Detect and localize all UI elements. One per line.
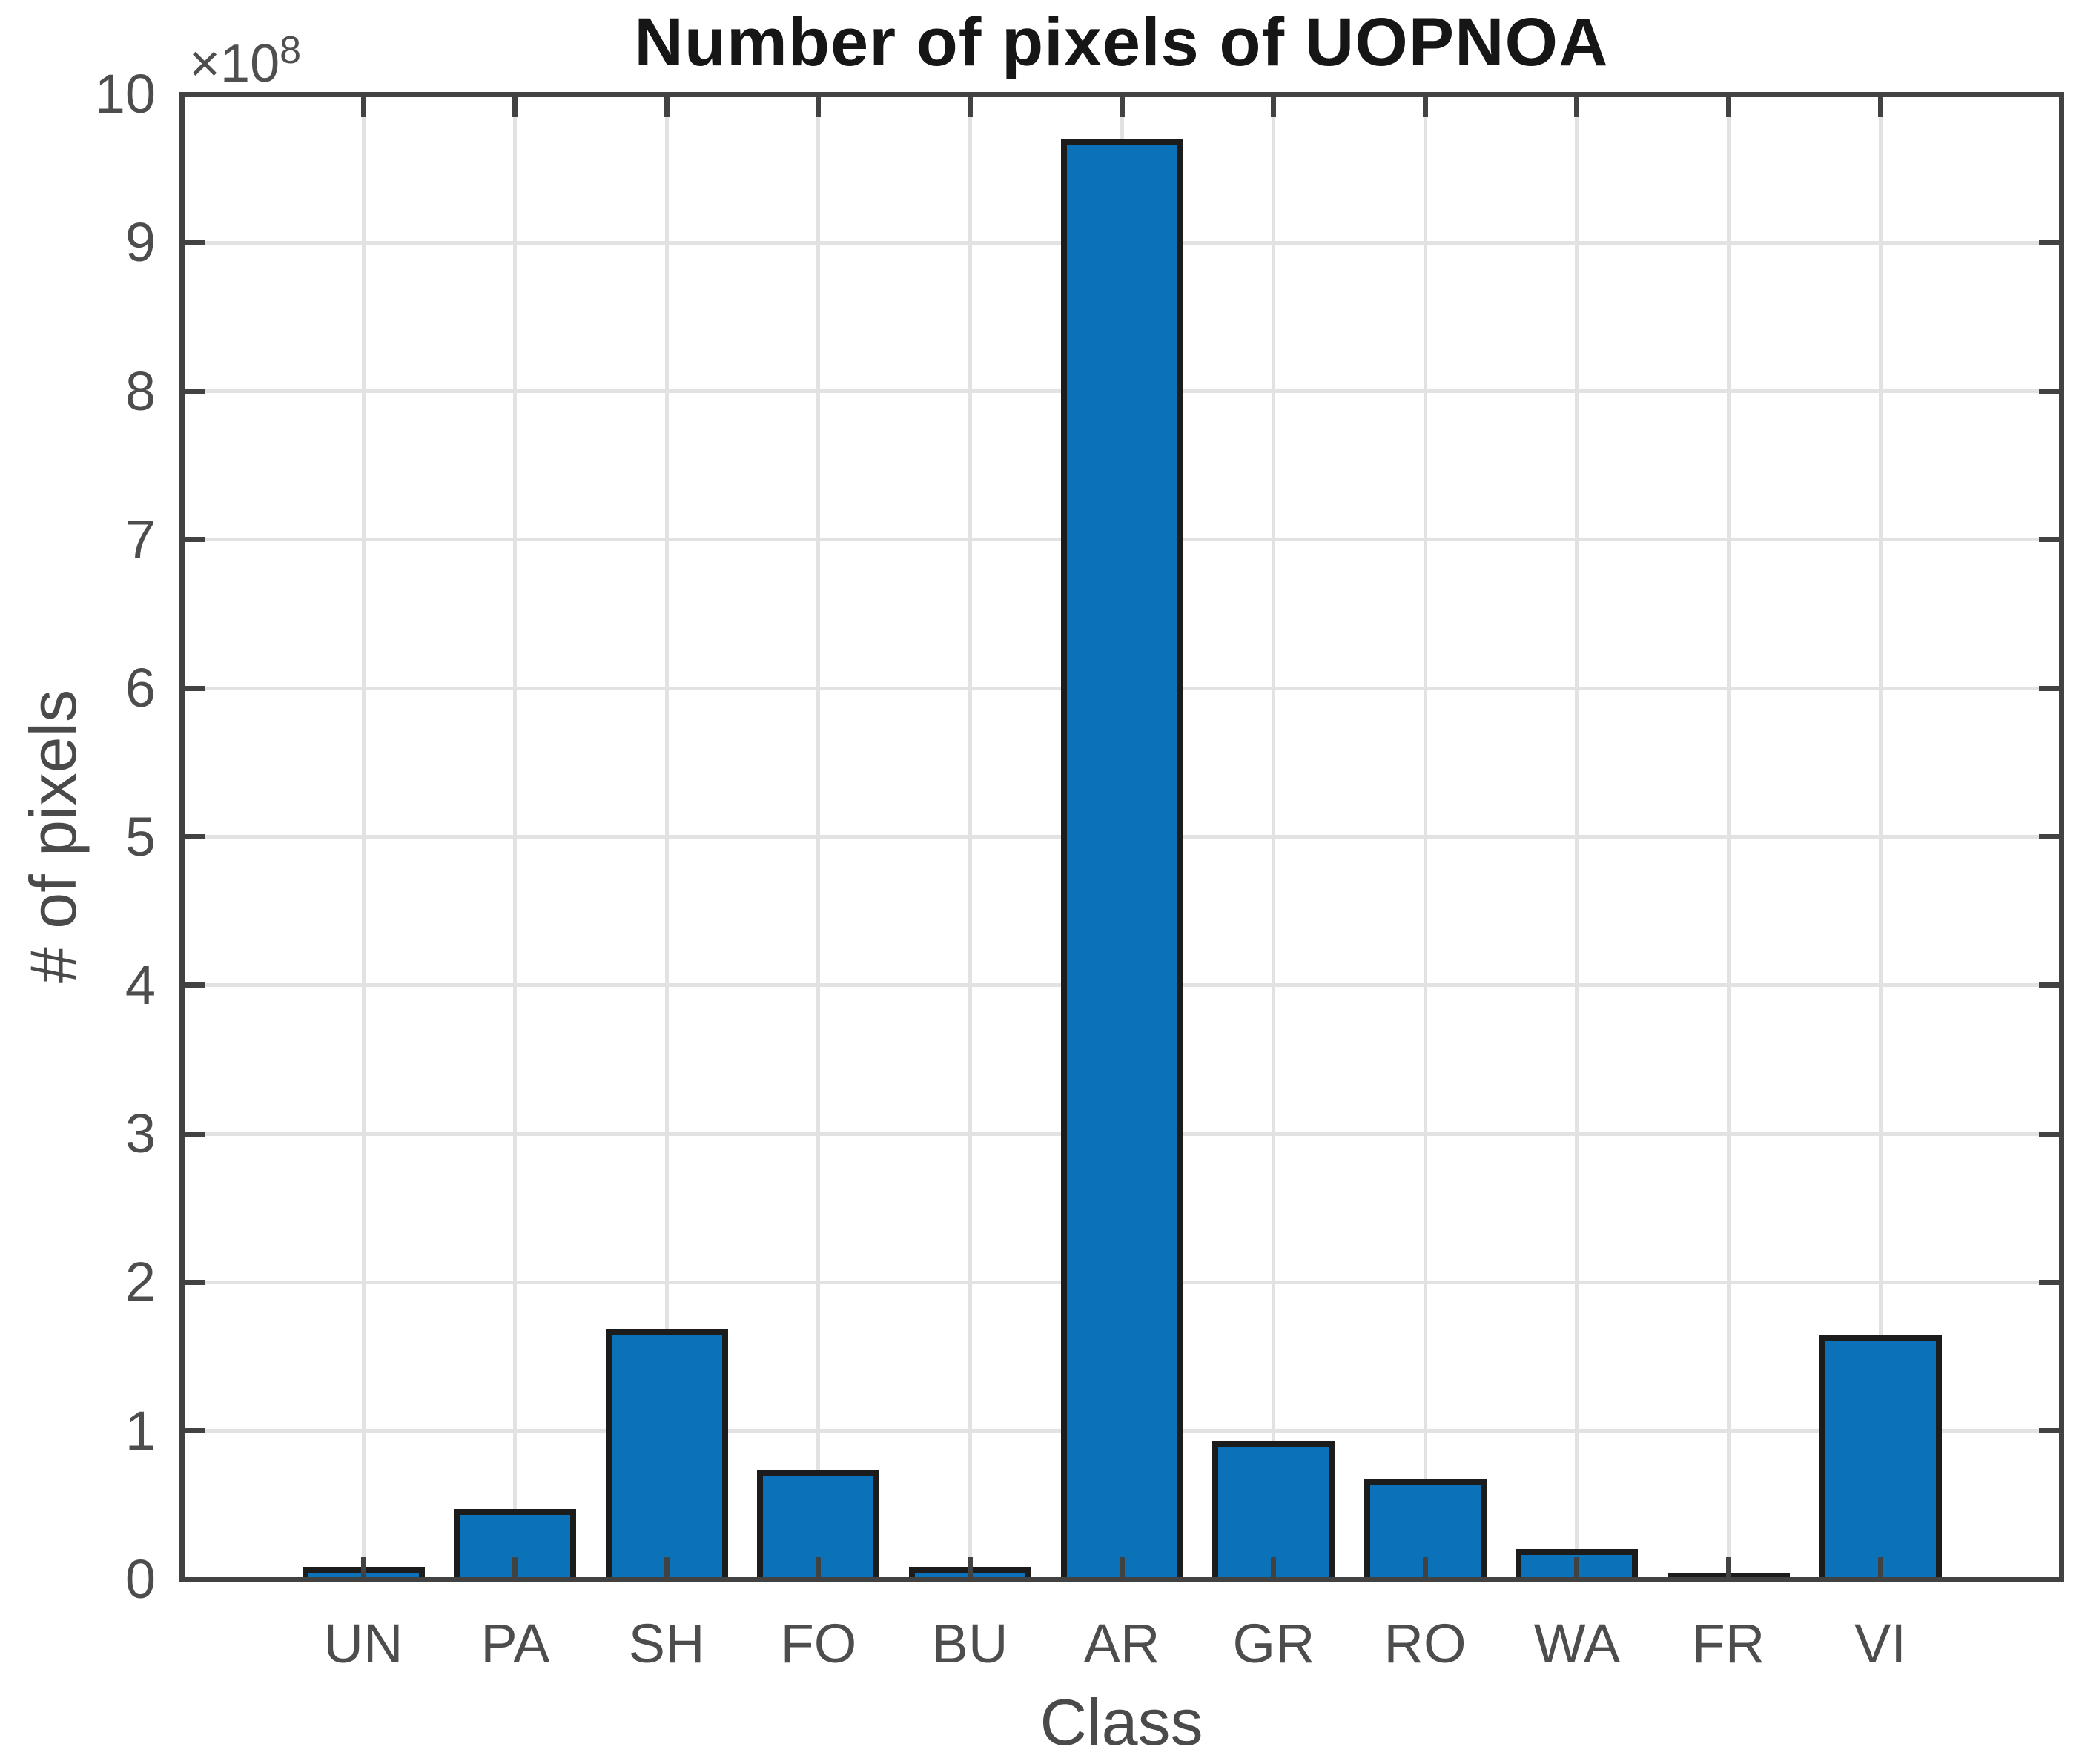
y-tick-left — [185, 537, 205, 542]
x-tick-bottom — [361, 1557, 366, 1577]
chart-title: Number of pixels of UOPNOA — [634, 4, 1609, 80]
bar-SH — [606, 1329, 728, 1582]
y-tick-right — [2039, 1132, 2059, 1137]
y-tick-right — [2039, 686, 2059, 691]
x-gridline — [1879, 94, 1883, 1579]
x-gridline — [816, 94, 820, 1579]
x-tick-label: VI — [1854, 1613, 1906, 1674]
x-tick-label: UN — [323, 1613, 403, 1674]
y-tick-right — [2039, 389, 2059, 394]
x-gridline — [1727, 94, 1731, 1579]
y-tick-label: 8 — [125, 360, 156, 422]
y-tick-right — [2039, 240, 2059, 245]
x-tick-top — [816, 97, 821, 117]
x-tick-top — [1271, 97, 1276, 117]
y-tick-label: 1 — [125, 1400, 156, 1461]
x-tick-bottom — [1271, 1557, 1276, 1577]
bar-AR — [1061, 139, 1183, 1582]
x-tick-bottom — [512, 1557, 518, 1577]
x-tick-bottom — [1120, 1557, 1125, 1577]
x-tick-bottom — [1878, 1557, 1883, 1577]
x-gridline — [665, 94, 669, 1579]
x-tick-bottom — [1726, 1557, 1731, 1577]
y-tick-label: 2 — [125, 1251, 156, 1312]
y-tick-left — [185, 1132, 205, 1137]
y-tick-right — [2039, 1280, 2059, 1285]
bar-PA — [454, 1509, 576, 1582]
bar-VI — [1819, 1335, 1942, 1582]
x-tick-bottom — [1574, 1557, 1579, 1577]
x-tick-top — [1726, 97, 1731, 117]
y-axis-exponent: ×108 — [189, 28, 301, 94]
x-gridline — [968, 94, 972, 1579]
x-gridline — [1272, 94, 1275, 1579]
right-axis-line — [2059, 92, 2064, 1582]
y-tick-label: 4 — [125, 954, 156, 1016]
x-tick-bottom — [1423, 1557, 1428, 1577]
x-tick-top — [1120, 97, 1125, 117]
x-tick-bottom — [664, 1557, 670, 1577]
x-tick-top — [1574, 97, 1579, 117]
y-tick-label: 3 — [125, 1103, 156, 1164]
x-gridline — [362, 94, 366, 1579]
y-tick-left — [185, 1428, 205, 1433]
y-tick-right — [2039, 834, 2059, 839]
y-tick-right — [2039, 1428, 2059, 1433]
top-axis-line — [179, 92, 2064, 97]
y-tick-left — [185, 1280, 205, 1285]
y-tick-left — [185, 92, 205, 97]
y-tick-label: 6 — [125, 657, 156, 719]
y-tick-label: 9 — [125, 211, 156, 273]
x-tick-label: RO — [1384, 1613, 1467, 1674]
x-tick-top — [361, 97, 366, 117]
x-tick-top — [968, 97, 973, 117]
x-gridline — [1575, 94, 1579, 1579]
x-tick-top — [1878, 97, 1883, 117]
y-tick-left — [185, 834, 205, 839]
x-tick-label: PA — [480, 1613, 550, 1674]
x-tick-label: AR — [1083, 1613, 1160, 1674]
y-tick-right — [2039, 982, 2059, 988]
x-tick-label: SH — [628, 1613, 705, 1674]
y-tick-left — [185, 686, 205, 691]
y-axis-exponent-sup: 8 — [280, 29, 302, 72]
x-tick-bottom — [968, 1557, 973, 1577]
y-axis-exponent-base: ×10 — [189, 34, 280, 93]
y-tick-left — [185, 240, 205, 245]
x-tick-label: WA — [1533, 1613, 1621, 1674]
x-tick-top — [664, 97, 670, 117]
x-tick-label: FO — [780, 1613, 857, 1674]
y-axis-line — [179, 92, 185, 1582]
y-tick-label: 10 — [94, 63, 156, 125]
y-tick-label: 7 — [125, 509, 156, 570]
x-tick-label: GR — [1232, 1613, 1315, 1674]
y-tick-label: 0 — [125, 1548, 156, 1610]
y-tick-left — [185, 982, 205, 988]
x-tick-label: BU — [931, 1613, 1008, 1674]
y-tick-right — [2039, 92, 2059, 97]
x-axis-line — [179, 1577, 2064, 1582]
y-tick-right — [2039, 537, 2059, 542]
x-tick-top — [512, 97, 518, 117]
x-tick-bottom — [816, 1557, 821, 1577]
x-axis-label: Class — [1040, 1685, 1203, 1759]
y-tick-label: 5 — [125, 806, 156, 868]
x-tick-label: FR — [1691, 1613, 1765, 1674]
x-gridline — [513, 94, 517, 1579]
x-tick-top — [1423, 97, 1428, 117]
x-gridline — [1424, 94, 1427, 1579]
y-tick-left — [185, 389, 205, 394]
